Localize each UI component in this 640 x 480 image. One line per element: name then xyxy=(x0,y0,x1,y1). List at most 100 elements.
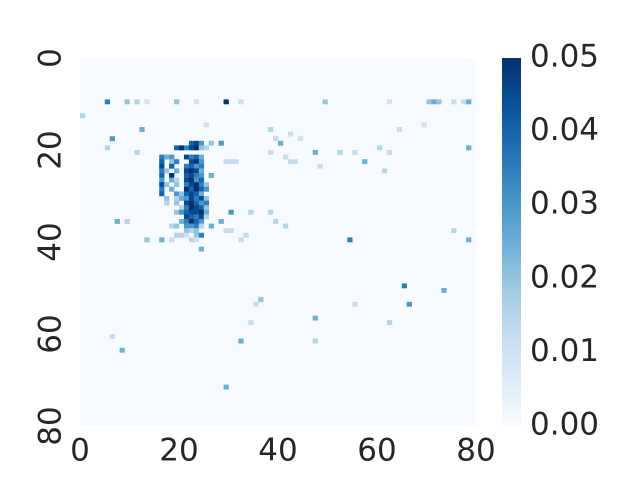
heatmap-cell xyxy=(258,297,264,303)
heatmap-cell xyxy=(282,223,289,229)
heatmap-cell xyxy=(198,182,205,188)
heatmap-cell xyxy=(198,159,205,165)
heatmap-cell xyxy=(193,168,200,174)
heatmap-cell xyxy=(198,177,205,183)
heatmap-cell xyxy=(169,173,175,178)
heatmap-cell xyxy=(183,163,190,169)
heatmap-cell xyxy=(273,219,279,224)
heatmap-cell xyxy=(193,196,200,201)
x-tick-label: 60 xyxy=(357,433,396,469)
heatmap-cell xyxy=(426,99,432,105)
heatmap-cell xyxy=(396,127,403,132)
heatmap-cell xyxy=(188,228,195,234)
x-tick-label: 40 xyxy=(258,433,297,469)
heatmap-cell xyxy=(179,205,185,211)
heatmap-cell xyxy=(188,173,195,178)
heatmap-cell xyxy=(233,159,239,165)
heatmap-cell xyxy=(198,209,205,215)
heatmap-cell xyxy=(238,237,244,243)
colorbar-tick-label: 0.04 xyxy=(530,112,599,148)
heatmap-cell xyxy=(183,196,190,201)
y-tick-label: 0 xyxy=(33,48,69,68)
x-tick-label: 0 xyxy=(70,433,90,469)
heatmap-cell xyxy=(223,99,229,105)
y-tick-label: 80 xyxy=(33,406,69,445)
heatmap-cell xyxy=(203,209,209,215)
heatmap-cell xyxy=(159,237,165,243)
heatmap-cell xyxy=(183,168,190,174)
heatmap-cell xyxy=(188,223,195,229)
heatmap-cell xyxy=(198,214,205,220)
heatmap-cells xyxy=(80,99,472,390)
heatmap-cell xyxy=(461,99,467,105)
heatmap-cell xyxy=(183,191,190,197)
heatmap-cell xyxy=(188,237,195,243)
heatmap-cell xyxy=(248,209,254,215)
y-axis-tick-labels: 0 20 40 60 80 xyxy=(33,48,69,446)
heatmap-cell xyxy=(381,168,388,174)
heatmap-cell xyxy=(159,186,165,192)
heatmap-cell xyxy=(193,228,200,234)
heatmap-cell xyxy=(198,163,205,169)
heatmap-cell xyxy=(312,338,318,344)
heatmap-cell xyxy=(183,214,190,220)
heatmap-cell xyxy=(183,223,190,229)
heatmap-cell xyxy=(268,127,274,132)
heatmap-cell xyxy=(248,320,254,326)
heatmap-cell xyxy=(188,209,195,215)
heatmap-cell xyxy=(169,163,175,169)
heatmap-cell xyxy=(193,209,200,215)
heatmap-cell xyxy=(198,168,205,174)
heatmap-cell xyxy=(193,140,200,146)
heatmap-cell xyxy=(193,163,200,169)
heatmap-cell xyxy=(203,196,209,201)
heatmap-cell xyxy=(183,177,190,183)
heatmap-cell xyxy=(179,219,185,224)
heatmap-background xyxy=(80,58,476,426)
heatmap-cell xyxy=(287,131,294,137)
heatmap-cell xyxy=(218,219,224,224)
heatmap-cell xyxy=(193,177,200,183)
heatmap-cell xyxy=(124,99,130,105)
heatmap-cell xyxy=(386,150,393,155)
heatmap-cell xyxy=(223,384,229,390)
x-tick-label: 20 xyxy=(159,433,198,469)
heatmap-cell xyxy=(193,219,200,224)
heatmap-cell xyxy=(198,191,205,197)
heatmap-cell xyxy=(144,237,150,243)
heatmap-cell xyxy=(174,168,180,174)
colorbar-tick-label: 0.03 xyxy=(530,186,599,222)
heatmap-cell xyxy=(193,182,200,188)
heatmap-cell xyxy=(228,209,234,215)
colorbar-tick-label: 0.01 xyxy=(530,333,599,369)
heatmap-cell xyxy=(312,150,318,155)
heatmap-cell xyxy=(188,205,195,211)
x-axis-tick-labels: 0 20 40 60 80 xyxy=(70,433,496,469)
heatmap-cell xyxy=(174,200,180,206)
heatmap-cell xyxy=(119,347,125,353)
heatmap-cell xyxy=(188,200,195,206)
heatmap-cell xyxy=(377,145,383,151)
heatmap-cell xyxy=(183,205,190,211)
heatmap-cell xyxy=(183,200,190,206)
heatmap-cell xyxy=(401,283,407,289)
heatmap-cell xyxy=(268,150,274,155)
heatmap-cell xyxy=(203,182,209,188)
heatmap-cell xyxy=(193,145,200,151)
heatmap-cell xyxy=(188,182,195,188)
heatmap-cell xyxy=(406,301,412,307)
heatmap-cell xyxy=(174,232,180,238)
heatmap-cell xyxy=(208,223,214,229)
colorbar-tick-labels: 0.00 0.01 0.02 0.03 0.04 0.05 xyxy=(530,39,599,443)
heatmap-cell xyxy=(174,182,180,188)
heatmap-cell xyxy=(238,338,244,344)
heatmap-cell xyxy=(159,182,165,188)
heatmap-cell xyxy=(292,159,299,165)
heatmap-cell xyxy=(174,191,180,197)
heatmap-cell xyxy=(174,145,180,151)
heatmap-cell xyxy=(159,159,165,165)
heatmap-cell xyxy=(159,191,165,197)
x-tick-label: 80 xyxy=(456,433,495,469)
heatmap-cell xyxy=(188,177,195,183)
heatmap-cell xyxy=(188,196,195,201)
